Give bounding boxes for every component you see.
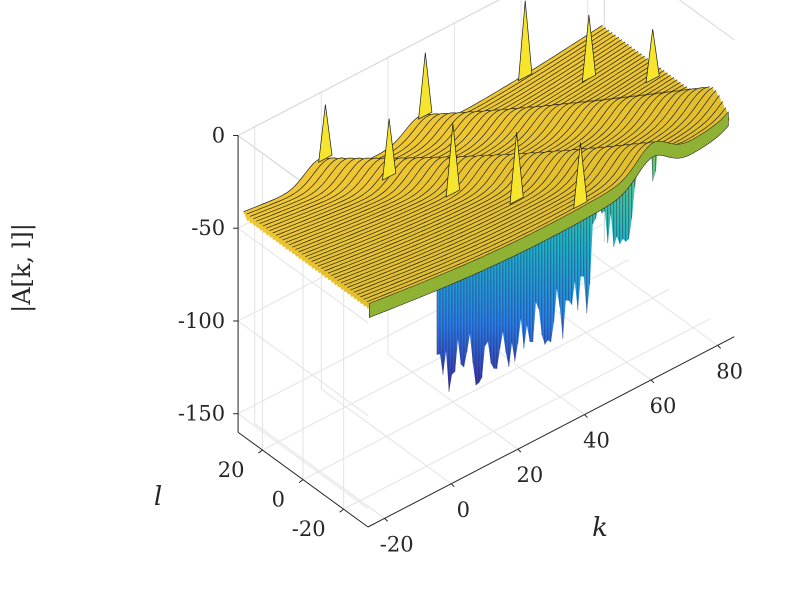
z-tick-label: -150 <box>178 402 225 426</box>
surface-mesh-line <box>262 39 623 227</box>
z-axis-label: |A[k, l]| <box>8 223 37 313</box>
floor-gridline-l <box>302 288 670 481</box>
x-tick-mark <box>717 344 722 349</box>
surface-peak <box>518 0 533 82</box>
x-tick-label: 20 <box>516 463 543 487</box>
surface-mesh-line <box>249 29 610 217</box>
y-tick-mark <box>339 508 344 513</box>
surface-mesh-line <box>266 41 626 229</box>
surface-mesh-line <box>327 86 688 274</box>
surface-band <box>353 87 717 302</box>
surface-mesh-line <box>347 87 707 288</box>
y-tick-mark <box>258 449 263 454</box>
sidewall-gridline-z <box>237 227 369 324</box>
x-tick-label: 0 <box>457 498 470 522</box>
surface-mesh-line <box>343 88 704 286</box>
surface-mesh-line <box>246 27 606 215</box>
z-tick-label: -100 <box>178 309 225 333</box>
x-tick-label: -20 <box>380 532 414 556</box>
z-tick-label: -50 <box>191 216 225 240</box>
surface-mesh-line <box>321 81 681 269</box>
y-tick-label: -20 <box>292 517 326 541</box>
surface-mesh-line <box>324 84 684 272</box>
surface-band <box>350 86 714 300</box>
y-tick-mark <box>298 479 304 484</box>
surface-peak <box>418 52 433 120</box>
surface-band <box>253 32 617 229</box>
z-tick-label: 0 <box>212 123 225 147</box>
surface-band <box>262 39 626 236</box>
box-edge <box>237 0 500 136</box>
y-tick-label: 0 <box>272 488 285 512</box>
surface-mesh-line <box>340 89 700 284</box>
surface-band <box>269 44 633 241</box>
surface-peak <box>645 28 660 84</box>
surface-mesh-line <box>253 32 613 220</box>
x-tick-label: 40 <box>583 429 610 453</box>
box-edge <box>678 0 735 41</box>
surface-band <box>249 30 613 226</box>
surface-band <box>318 79 681 276</box>
surface-mesh-line <box>314 77 675 265</box>
surface-mesh-line <box>269 43 629 232</box>
surface-peak <box>573 142 588 210</box>
surface-band <box>266 41 630 238</box>
axis-ticks: -20 0 20 40 60 80 -20 0 20 0 -50 -100 -150 <box>178 123 743 556</box>
x-tick-mark <box>384 517 389 522</box>
axis-line <box>367 336 735 528</box>
surface-peak <box>318 104 333 163</box>
sidewall-gridline-z <box>237 320 369 417</box>
surface-peak <box>581 14 596 83</box>
surface-band <box>344 88 707 295</box>
y-tick-label: 20 <box>218 458 245 482</box>
surface-front-skirt <box>368 111 729 318</box>
surface-band <box>347 87 711 297</box>
surface-band <box>360 95 724 307</box>
surface-mesh-line <box>259 36 619 224</box>
surface-band <box>357 90 720 305</box>
y-axis-label: l <box>154 482 162 512</box>
sidewall-gridline-z <box>237 413 369 509</box>
x-axis-label: k <box>592 513 608 543</box>
surface-mesh-line <box>317 79 678 267</box>
surface-mesh-line <box>337 90 697 281</box>
x-tick-label: 60 <box>650 394 677 418</box>
x-tick-mark <box>650 379 655 384</box>
surface-peak <box>509 132 524 205</box>
x-tick-label: 80 <box>716 359 743 383</box>
surface-mesh-line <box>350 86 710 291</box>
x-tick-mark <box>450 483 455 488</box>
floor-gridline-l <box>343 318 711 510</box>
surface-peak <box>445 123 460 198</box>
surface-band <box>363 101 727 309</box>
x-tick-mark <box>517 448 522 453</box>
surface-peak <box>382 118 397 181</box>
surface-mesh <box>243 0 730 392</box>
x-tick-mark <box>584 414 588 418</box>
surface-mesh-line <box>256 34 616 222</box>
